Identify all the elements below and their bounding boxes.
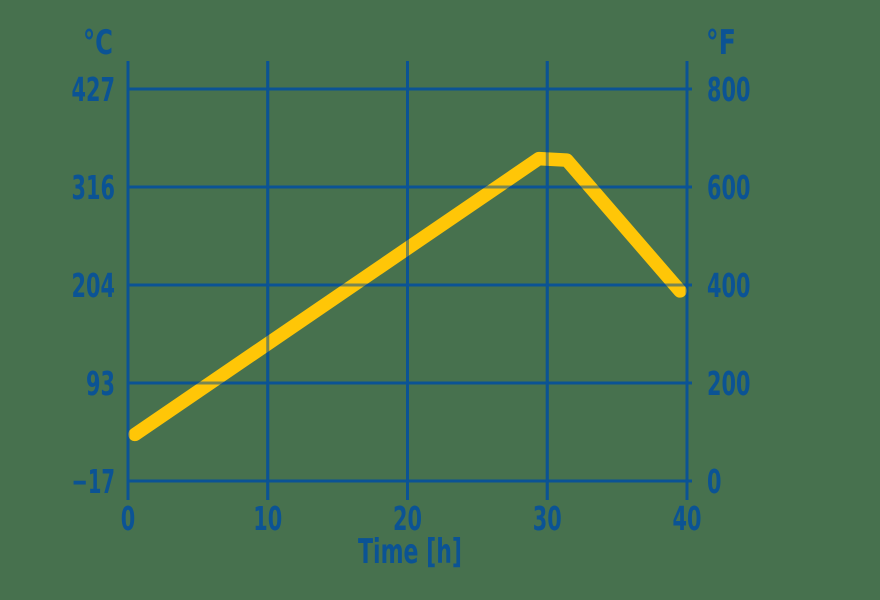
x-tick-label-10: 10 xyxy=(253,499,282,538)
x-tick-label-30: 30 xyxy=(533,499,562,538)
left-axis-unit-label: °C xyxy=(83,23,113,63)
x-tick-label-0: 0 xyxy=(121,499,136,538)
y-tick-label-fahrenheit-800: 800 xyxy=(707,70,751,109)
y-tick-label-celsius-93: 93 xyxy=(86,364,115,403)
temperature-line xyxy=(128,151,687,442)
y-tick-label-fahrenheit-600: 600 xyxy=(707,168,751,207)
series-layer xyxy=(128,151,687,442)
x-tick-label-40: 40 xyxy=(673,499,702,538)
y-tick-label-celsius-316: 316 xyxy=(72,168,116,207)
y-tick-label-celsius--17: −17 xyxy=(72,462,116,501)
grid-layer xyxy=(126,61,692,500)
gridline-overlay xyxy=(126,59,694,502)
y-tick-label-fahrenheit-200: 200 xyxy=(707,364,751,403)
y-tick-label-celsius-427: 427 xyxy=(72,70,116,109)
right-axis-unit-label: °F xyxy=(706,23,736,63)
y-tick-label-fahrenheit-400: 400 xyxy=(707,266,751,305)
x-axis-title: Time [h] xyxy=(358,532,462,572)
x-tick-label-20: 20 xyxy=(393,499,422,538)
y-tick-label-fahrenheit-0: 0 xyxy=(707,462,722,501)
y-tick-label-celsius-204: 204 xyxy=(72,266,116,305)
